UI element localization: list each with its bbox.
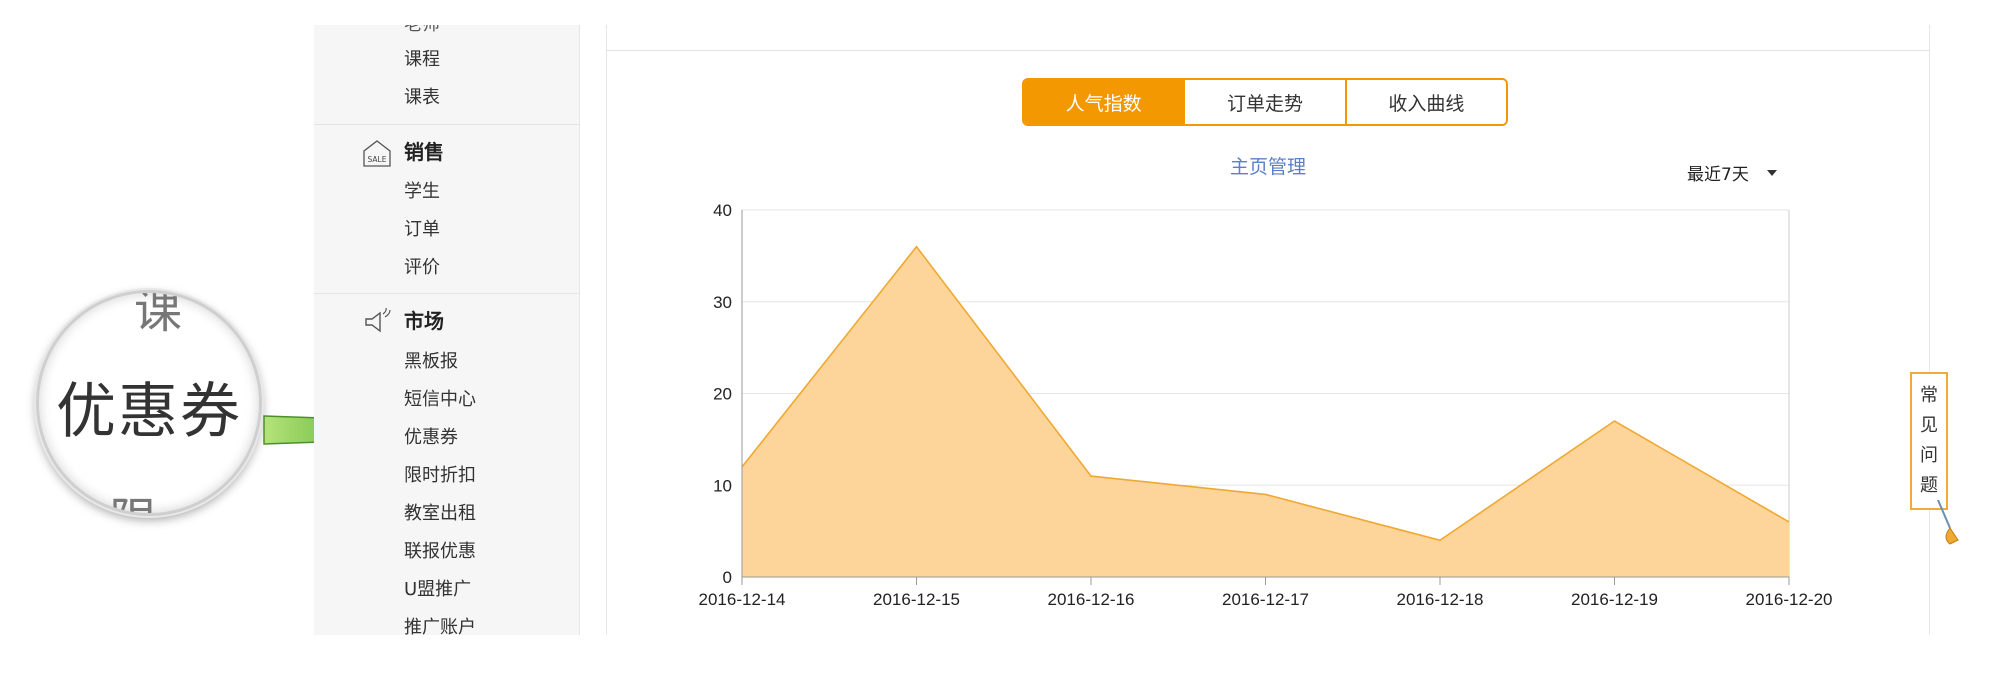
faq-char: 常: [1920, 385, 1938, 406]
faq-char: 题: [1920, 475, 1938, 496]
main-top-divider: [607, 50, 1929, 51]
faq-char: 见: [1920, 415, 1938, 436]
range-dropdown[interactable]: 最近7天: [1687, 160, 1777, 185]
main-panel: 人气指数 订单走势 收入曲线 主页管理 最近7天 0 10 20 30 40 2016-1…: [606, 25, 1930, 635]
faq-char: 问: [1920, 445, 1938, 466]
magnifier-callout: 课 优惠券 限: [36, 290, 262, 516]
y-tick-label: 30: [713, 293, 732, 312]
y-tick-label: 20: [713, 385, 732, 404]
x-tick-label: 2016-12-17: [1222, 590, 1309, 609]
megaphone-icon: [365, 307, 391, 333]
section-title-market[interactable]: 市场: [404, 309, 444, 333]
sidebar-item-classroom-rental[interactable]: 教室出租: [404, 503, 476, 524]
magnified-coupon-label: 优惠券: [56, 377, 242, 447]
sidebar-divider: [314, 293, 579, 294]
tab-order-trend[interactable]: 订单走势: [1183, 80, 1345, 124]
y-tick-label: 0: [723, 568, 732, 587]
magnifier-ghost-bottom: 限: [109, 481, 157, 513]
x-tick-label: 2016-12-18: [1397, 590, 1484, 609]
sidebar-item-joint-discount[interactable]: 联报优惠: [404, 541, 476, 562]
x-tick-label: 2016-12-20: [1746, 590, 1833, 609]
chart-area-layer: [741, 245, 1790, 577]
y-tick-label: 40: [713, 201, 732, 220]
sidebar: 老师 课程 课表 SALE 销售 学生 订单 评价 市场 黑板报 短信中心 优惠…: [314, 25, 580, 635]
sidebar-item-reviews[interactable]: 评价: [404, 257, 440, 278]
sidebar-item-u-alliance[interactable]: U盟推广: [404, 579, 472, 600]
sidebar-item-coupons[interactable]: 优惠券: [404, 427, 458, 448]
sale-icon-text: SALE: [368, 155, 387, 164]
area-chart: 0 10 20 30 40 2016-12-14 2016-12-15 2016-12-16 2…: [699, 201, 1833, 609]
tab-popularity-index[interactable]: 人气指数: [1024, 80, 1184, 124]
x-tick-label: 2016-12-14: [699, 590, 786, 609]
y-tick-label: 10: [713, 476, 732, 495]
x-tick-label: 2016-12-15: [873, 590, 960, 609]
sidebar-item-students[interactable]: 学生: [404, 181, 440, 202]
sidebar-item-promo-account[interactable]: 推广账户: [404, 617, 476, 635]
x-tick-label: 2016-12-19: [1571, 590, 1658, 609]
chart-title: 主页管理: [1229, 156, 1306, 178]
sidebar-item-orders[interactable]: 订单: [404, 219, 440, 240]
sidebar-item-sms-center[interactable]: 短信中心: [404, 389, 476, 410]
sidebar-divider: [314, 124, 579, 125]
series-line: [741, 245, 1790, 542]
chart-axes: 0 10 20 30 40 2016-12-14 2016-12-15 2016-12-16 2…: [699, 201, 1833, 609]
tab-income-curve[interactable]: 收入曲线: [1344, 80, 1506, 124]
section-title-sales[interactable]: 销售: [404, 140, 444, 164]
sidebar-item-courses[interactable]: 课程: [404, 49, 440, 70]
sale-tag-icon: SALE: [363, 140, 391, 167]
series-area: [742, 246, 1789, 577]
sidebar-item-blackboard[interactable]: 黑板报: [404, 351, 458, 372]
chart-tabs: 人气指数 订单走势 收入曲线: [1022, 78, 1508, 126]
range-dropdown-value: 最近7天: [1687, 165, 1749, 185]
sidebar-item-teacher[interactable]: 老师: [404, 25, 440, 37]
caret-down-icon: [1766, 169, 1777, 176]
hanging-tag-icon: [1937, 500, 1959, 545]
faq-tab[interactable]: 常 见 问 题: [1910, 372, 1948, 510]
magnifier-ghost-top: 课: [134, 290, 183, 339]
sidebar-item-flash-discount[interactable]: 限时折扣: [404, 465, 476, 486]
x-tick-label: 2016-12-16: [1048, 590, 1135, 609]
sidebar-item-schedule[interactable]: 课表: [404, 87, 440, 108]
